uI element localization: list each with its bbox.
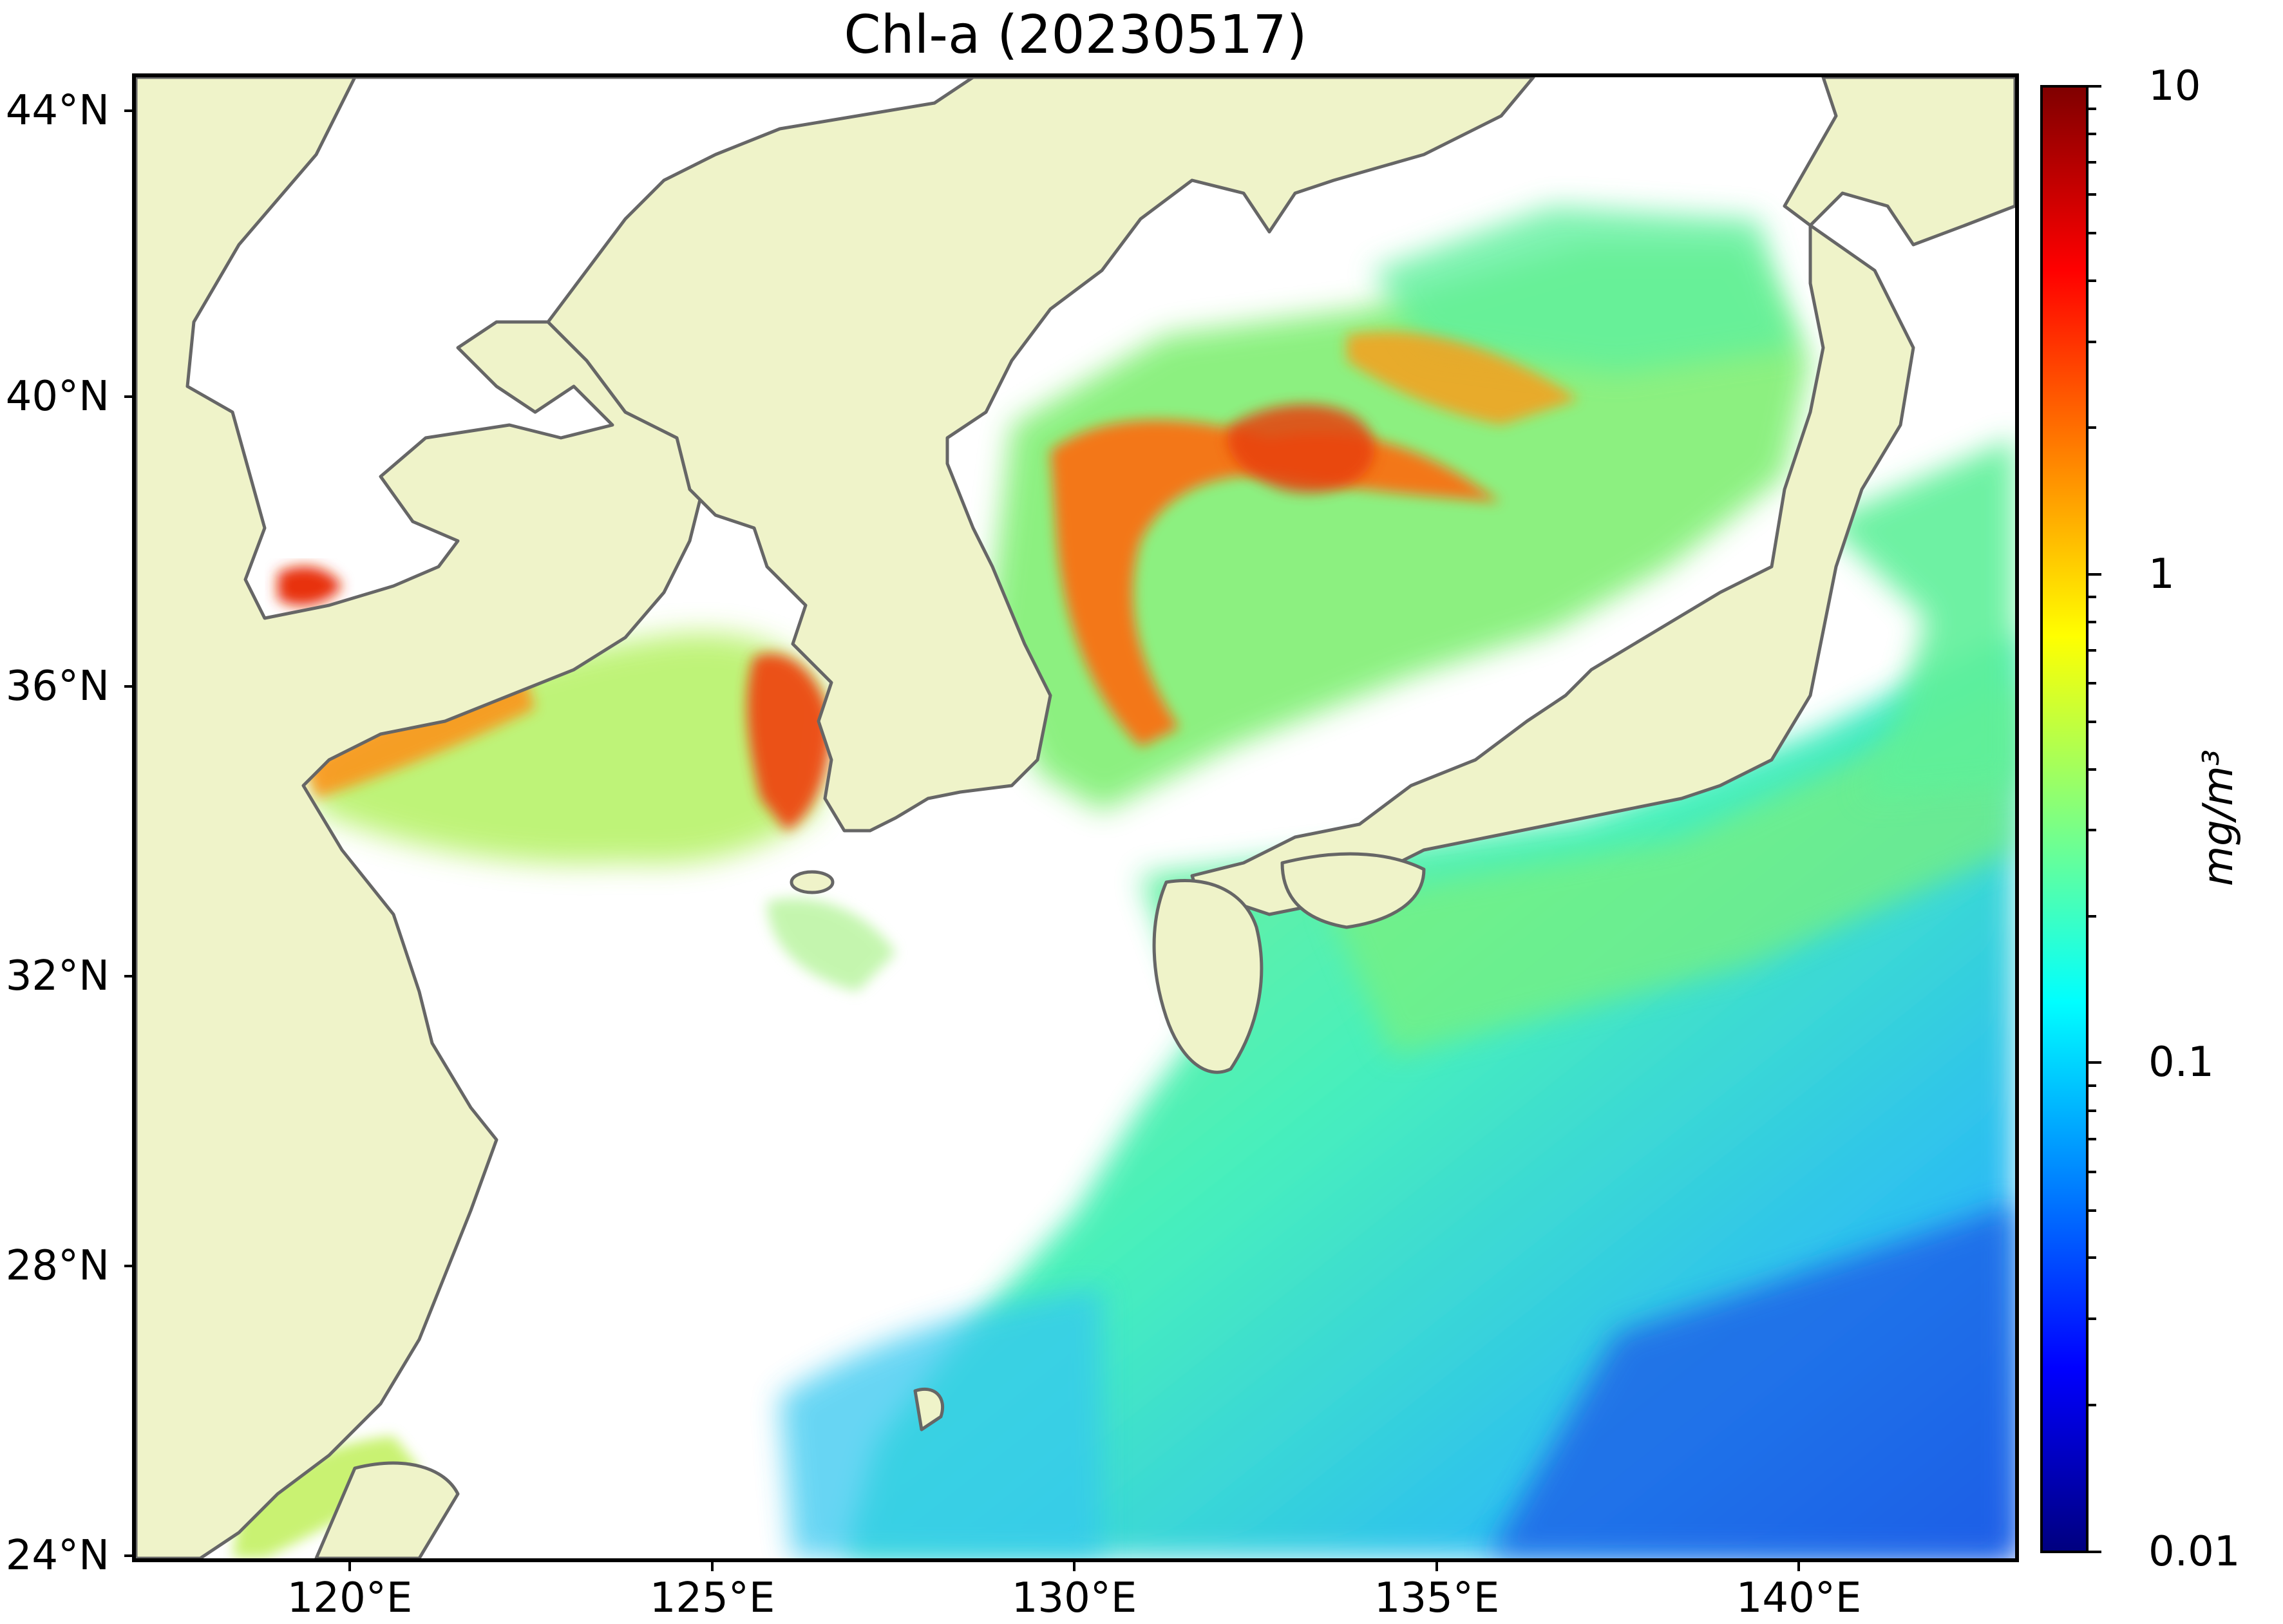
colorbar-minor-tick [2089, 340, 2096, 343]
pacific-deep-blue [1488, 1204, 2015, 1558]
east-honshu-field [1823, 438, 2015, 798]
colorbar-major-tick [2089, 1551, 2101, 1553]
colorbar-minor-tick [2089, 1317, 2096, 1321]
lat-label: 24°N [5, 1532, 109, 1580]
map-area[interactable] [132, 73, 2019, 1562]
korea-east-bloom [1050, 420, 1501, 747]
colorbar-minor-tick [2089, 1170, 2096, 1173]
lat-tick [124, 395, 133, 398]
chlorophyll-layer [232, 206, 2015, 1558]
colorbar-minor-tick [2089, 1109, 2096, 1112]
colorbar-minor-tick [2089, 279, 2096, 282]
colorbar-minor-tick [2089, 1084, 2096, 1088]
colorbar-minor-tick [2089, 596, 2096, 599]
ryukyu-field [780, 1288, 1102, 1558]
colorbar-minor-tick [2089, 132, 2096, 135]
colorbar-minor-tick [2089, 193, 2096, 196]
okinawa [913, 1387, 945, 1431]
lat-tick [124, 975, 133, 977]
colorbar-minor-tick [2089, 1256, 2096, 1260]
jeju-island [790, 870, 835, 894]
taiwan [314, 1461, 460, 1558]
colorbar-minor-tick [2089, 829, 2096, 832]
colorbar-minor-tick [2089, 426, 2096, 430]
lat-tick [124, 1265, 133, 1267]
colorbar [2040, 85, 2089, 1553]
lat-tick [124, 109, 133, 112]
lat-label: 28°N [5, 1242, 109, 1290]
east-china-sea-patches [767, 898, 896, 992]
colorbar-unit: mg/m³ [2195, 749, 2242, 887]
colorbar-major-tick [2089, 85, 2101, 88]
lat-tick [124, 1554, 133, 1557]
bohai-bloom-1 [278, 566, 342, 606]
lat-label: 32°N [5, 952, 109, 1000]
colorbar-minor-tick [2089, 107, 2096, 110]
colorbar-major-tick [2089, 1061, 2101, 1064]
map-title: Chl-a (20230517) [844, 5, 1307, 66]
colorbar-minor-tick [2089, 649, 2096, 652]
kyushu [1152, 879, 1264, 1074]
lon-tick [711, 1562, 714, 1571]
colorbar-minor-tick [2089, 621, 2096, 624]
lon-tick [1435, 1562, 1438, 1571]
bloom-eddy [1227, 404, 1375, 493]
lat-label: 40°N [5, 373, 109, 420]
land-layer [136, 77, 2015, 1558]
korea-west-bloom [747, 653, 831, 831]
colorbar-label: 0.01 [2148, 1528, 2240, 1576]
colorbar-minor-tick [2089, 768, 2096, 771]
colorbar-minor-tick [2089, 1137, 2096, 1140]
lon-label: 125°E [649, 1574, 775, 1622]
yellow-sea-field [310, 632, 831, 864]
lon-tick [1797, 1562, 1800, 1571]
lat-tick [124, 685, 133, 688]
lon-tick [348, 1562, 351, 1571]
colorbar-minor-tick [2089, 721, 2096, 724]
lon-label: 135°E [1374, 1574, 1500, 1622]
colorbar-minor-tick [2089, 160, 2096, 164]
sea-of-japan-field [986, 245, 1810, 811]
pacific-green-band [1327, 683, 2015, 1056]
colorbar-label: 0.1 [2148, 1039, 2214, 1086]
lon-tick [1073, 1562, 1075, 1571]
colorbar-major-tick [2089, 573, 2101, 576]
north-orange-patch [1347, 331, 1578, 425]
lon-label: 120°E [287, 1574, 413, 1622]
colorbar-label: 10 [2148, 62, 2201, 110]
korea-peninsula [353, 77, 1535, 833]
lat-label: 36°N [5, 663, 109, 710]
lon-label: 130°E [1011, 1574, 1137, 1622]
colorbar-minor-tick [2089, 1403, 2096, 1406]
lon-label: 140°E [1736, 1574, 1862, 1622]
colorbar-label: 1 [2148, 551, 2175, 598]
colorbar-minor-tick [2089, 232, 2096, 235]
shikoku [1280, 852, 1426, 929]
sea-of-japan-north [1372, 206, 1797, 373]
colorbar-minor-tick [2089, 914, 2096, 918]
chlorophyll-map [136, 77, 2015, 1558]
colorbar-minor-tick [2089, 681, 2096, 685]
colorbar-minor-tick [2089, 1209, 2096, 1212]
lat-label: 44°N [5, 87, 109, 135]
hokkaido [1783, 77, 2015, 247]
